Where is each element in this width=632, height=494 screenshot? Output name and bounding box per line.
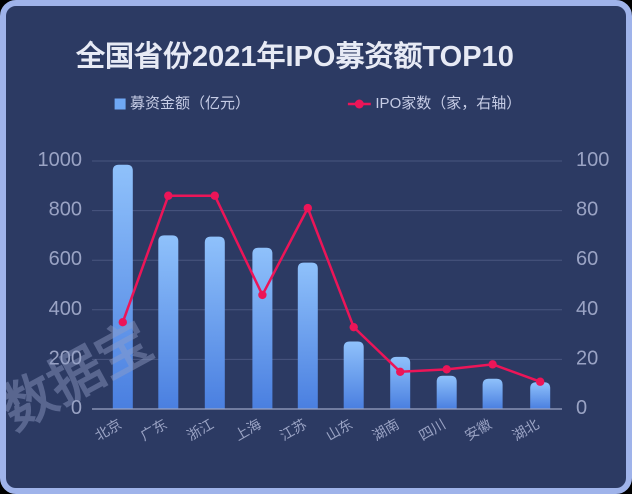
svg-text:IPO家数（家，右轴）: IPO家数（家，右轴） xyxy=(375,95,521,112)
svg-text:募资金额（亿元）: 募资金额（亿元） xyxy=(130,95,250,112)
